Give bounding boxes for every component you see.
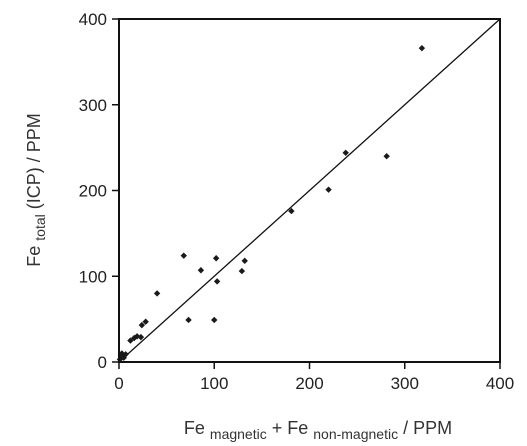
data-point [138, 321, 146, 329]
data-point [180, 252, 187, 259]
data-point [137, 333, 145, 341]
data-point [133, 333, 141, 340]
x-tick-label: 0 [114, 374, 123, 393]
y-axis-title: Fe total (ICP) / PPM [24, 113, 48, 267]
data-point [185, 316, 192, 324]
data-point [197, 267, 205, 274]
x-axis-title-part: / PPM [398, 418, 452, 438]
data-point [213, 278, 221, 285]
x-axis-title-subscript: non-magnetic [313, 426, 398, 442]
data-point [212, 255, 220, 262]
data-point [238, 267, 246, 275]
x-tick-label: 400 [486, 374, 514, 393]
data-point [122, 351, 129, 358]
y-tick-label: 0 [98, 353, 107, 372]
data-point [383, 153, 390, 160]
x-axis-title-part: Fe [184, 418, 210, 438]
data-point [142, 318, 149, 325]
data-point [153, 290, 161, 297]
data-point [325, 186, 332, 193]
identity-reference-line [118, 18, 501, 363]
data-point [288, 207, 295, 215]
y-tick-label: 300 [79, 96, 107, 115]
x-tick-label: 100 [200, 374, 228, 393]
x-axis-title: Fe magnetic + Fe non-magnetic / PPM [184, 418, 452, 442]
y-axis-title-part: Fe [24, 241, 44, 267]
y-tick-label: 100 [79, 267, 107, 286]
y-axis-title-subscript: total [32, 214, 48, 240]
x-tick-label: 300 [391, 374, 419, 393]
data-point [342, 149, 349, 156]
x-axis-title-part: + Fe [267, 418, 314, 438]
x-axis-title-subscript: magnetic [210, 426, 267, 442]
y-tick-label: 400 [79, 10, 107, 29]
y-axis-title-part: (ICP) / PPM [24, 113, 44, 214]
data-point [211, 316, 218, 324]
data-point [241, 257, 248, 265]
data-point [418, 44, 426, 52]
y-tick-label: 200 [79, 182, 107, 201]
data-point [118, 350, 126, 357]
x-tick-label: 200 [295, 374, 323, 393]
